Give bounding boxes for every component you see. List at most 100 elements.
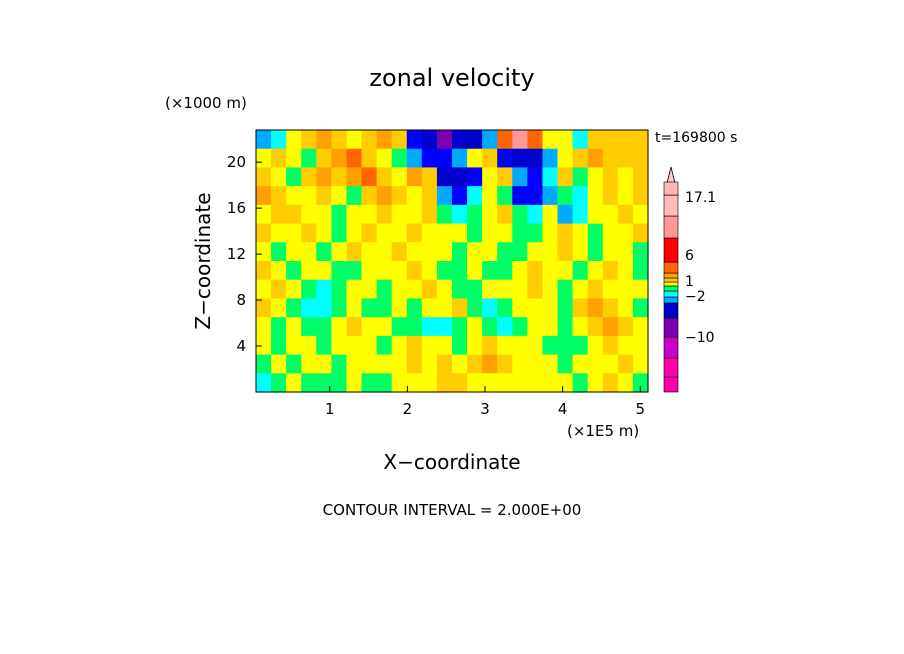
contour-cell <box>301 167 317 187</box>
contour-cell <box>497 261 513 281</box>
contour-cell <box>527 223 544 243</box>
contour-cell <box>406 373 423 393</box>
contour-cell <box>617 167 634 187</box>
contour-cell <box>467 223 483 243</box>
contour-cell <box>482 354 498 374</box>
contour-cell <box>376 223 393 243</box>
contour-cell <box>391 186 408 206</box>
contour-cell <box>617 148 634 169</box>
contour-cell <box>572 167 589 187</box>
contour-cell <box>497 204 513 225</box>
contour-cell <box>632 130 649 150</box>
contour-cell <box>482 335 498 356</box>
contour-cell <box>346 204 363 225</box>
contour-cell <box>286 130 302 150</box>
contour-cell <box>467 186 483 206</box>
contour-cell <box>256 335 272 356</box>
contour-cell <box>557 148 574 169</box>
contour-cell <box>406 148 423 169</box>
contour-cell <box>376 279 393 300</box>
contour-cell <box>527 261 544 281</box>
contour-cell <box>271 354 287 374</box>
contour-cell <box>542 223 559 243</box>
contour-cell <box>452 223 468 243</box>
contour-cell <box>256 373 272 393</box>
contour-cell <box>482 204 498 225</box>
contour-cell <box>527 298 544 318</box>
contour-cell <box>286 298 302 318</box>
contour-cell <box>256 223 272 243</box>
contour-cell <box>617 223 634 243</box>
contour-cell <box>617 186 634 206</box>
contour-cell <box>316 204 332 225</box>
contour-cell <box>436 130 453 150</box>
contour-cell <box>542 186 559 206</box>
contour-cell <box>436 167 453 187</box>
contour-cell <box>256 148 272 169</box>
contour-cell <box>617 335 634 356</box>
contour-cell <box>617 298 634 318</box>
x-tick-label: 5 <box>635 400 645 418</box>
contour-cell <box>467 261 483 281</box>
contour-cell <box>497 317 513 337</box>
contour-cell <box>452 261 468 281</box>
contour-cell <box>301 335 317 356</box>
contour-cell <box>376 261 393 281</box>
contour-cell <box>452 148 468 169</box>
contour-cell <box>602 242 619 262</box>
contour-cell <box>572 186 589 206</box>
contour-cell <box>376 317 393 337</box>
contour-cell <box>346 242 363 262</box>
contour-cell <box>602 167 619 187</box>
contour-cell <box>406 279 423 300</box>
contour-cell <box>316 130 332 150</box>
contour-cell <box>602 298 619 318</box>
contour-cell <box>542 298 559 318</box>
y-axis-title: Z−coordinate <box>191 192 215 329</box>
contour-cell <box>572 261 589 281</box>
contour-cell <box>331 261 348 281</box>
contour-cell <box>376 167 393 187</box>
contour-cell <box>391 373 408 393</box>
contour-cell <box>391 279 408 300</box>
contour-cell <box>497 186 513 206</box>
contour-cell <box>331 186 348 206</box>
contour-cell <box>527 130 544 150</box>
contour-cell <box>452 279 468 300</box>
x-axis: 1 2 3 4 5 <box>325 386 645 418</box>
contour-cell <box>361 298 378 318</box>
contour-cell <box>467 317 483 337</box>
contour-cell <box>452 204 468 225</box>
contour-cell <box>527 242 544 262</box>
contour-cell <box>421 317 438 337</box>
colorbar-swatch-red <box>663 237 679 263</box>
contour-cell <box>542 167 559 187</box>
contour-cell <box>361 317 378 337</box>
contour-cell <box>587 261 604 281</box>
contour-cell <box>467 242 483 262</box>
contour-cell <box>301 261 317 281</box>
contour-interval-text: CONTOUR INTERVAL = 2.000E+00 <box>323 501 582 519</box>
contour-cell <box>527 148 544 169</box>
contour-cell <box>587 130 604 150</box>
colorbar-swatch-purple <box>663 317 679 338</box>
contour-cell <box>316 279 332 300</box>
contour-cell <box>587 298 604 318</box>
contour-cell <box>557 298 574 318</box>
contour-cell <box>512 204 528 225</box>
contour-cell <box>436 261 453 281</box>
contour-cell <box>557 317 574 337</box>
contour-cell <box>602 279 619 300</box>
contour-cell <box>271 317 287 337</box>
contour-cell <box>286 223 302 243</box>
contour-cell <box>286 186 302 206</box>
colorbar-swatch-pink <box>663 376 679 393</box>
contour-cell <box>286 242 302 262</box>
y-tick-label: 8 <box>236 291 246 309</box>
contour-cell <box>421 298 438 318</box>
contour-cell <box>482 130 498 150</box>
contour-cell <box>391 223 408 243</box>
contour-cell <box>316 354 332 374</box>
contour-cell <box>391 204 408 225</box>
contour-cell <box>512 148 528 169</box>
